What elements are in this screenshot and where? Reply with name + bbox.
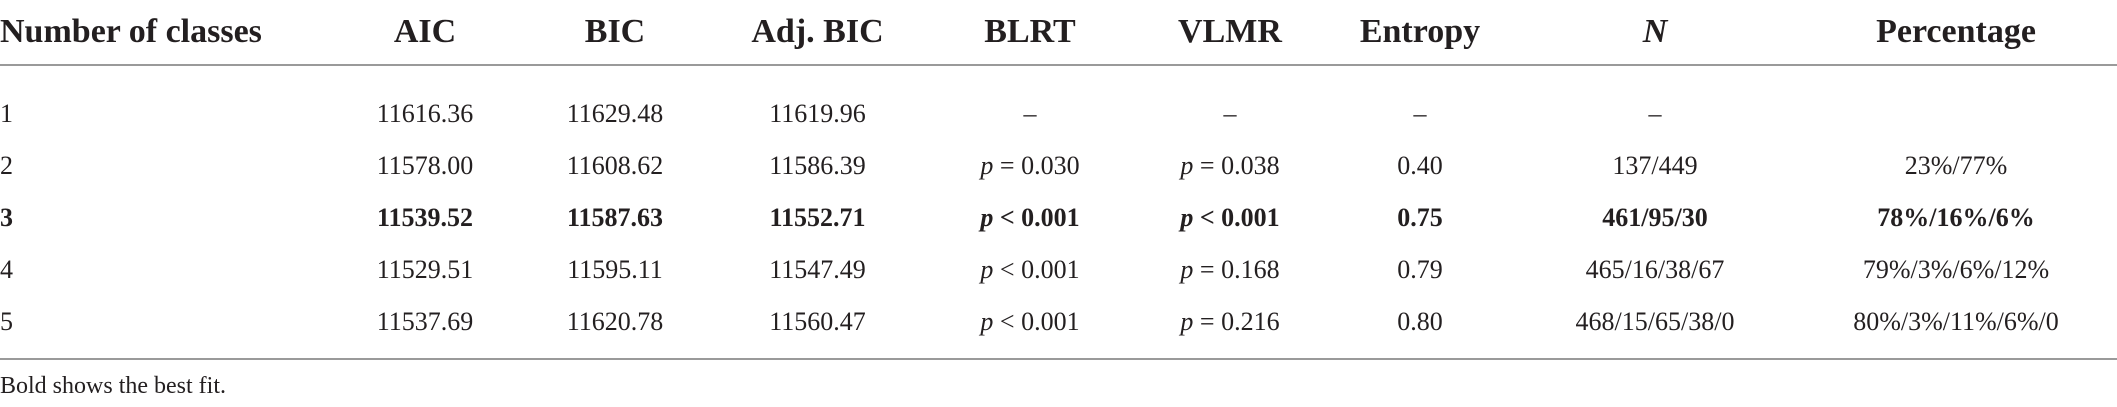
cell-number-of-classes: 3 [0, 203, 13, 232]
table-row: 4 11529.51 11595.11 11547.49 p < 0.001 p = 0.… [0, 244, 2117, 296]
cell-blrt: – [1023, 99, 1037, 128]
cell-percentage: 80%/3%/11%/6%/0 [1853, 307, 2059, 336]
cell-blrt: p < 0.001 [925, 296, 1135, 359]
cell-percentage: 23%/77% [1904, 151, 2008, 180]
table-header-row: Number of classes AIC BIC Adj. BIC BLRT VLMR E… [0, 0, 2117, 65]
cell-number-of-classes: 1 [0, 99, 13, 128]
cell-adj-bic: 11547.49 [769, 255, 866, 284]
p-value: < 0.001 [993, 203, 1080, 232]
cell-entropy: 0.80 [1397, 307, 1443, 336]
cell-number-of-classes: 2 [0, 151, 13, 180]
p-symbol: p [1180, 203, 1194, 232]
cell-aic: 11578.00 [376, 151, 474, 180]
table-body: 1 11616.36 11629.48 11619.96 – – – – 2 11578.00 11… [0, 65, 2117, 359]
cell-number-of-classes: 4 [0, 255, 13, 284]
p-value: < 0.001 [1193, 203, 1280, 232]
cell-entropy: 0.40 [1397, 151, 1443, 180]
cell-bic: 11608.62 [566, 151, 664, 180]
p-symbol: p [1180, 307, 1194, 336]
column-header-number-of-classes: Number of classes [0, 13, 262, 50]
cell-vlmr: p = 0.216 [1135, 296, 1325, 359]
p-value: < 0.001 [993, 307, 1080, 336]
p-symbol: p [980, 151, 994, 180]
p-value: < 0.001 [993, 255, 1080, 284]
cell-bic: 11595.11 [567, 255, 663, 284]
cell-bic: 11587.63 [566, 203, 664, 232]
cell-vlmr: p = 0.168 [1135, 244, 1325, 296]
cell-number-of-classes: 5 [0, 307, 13, 336]
table-row: 3 11539.52 11587.63 11552.71 p < 0.001 p < 0.… [0, 192, 2117, 244]
table-row: 5 11537.69 11620.78 11560.47 p < 0.001 p = 0.… [0, 296, 2117, 359]
cell-aic: 11616.36 [376, 99, 474, 128]
cell-aic: 11529.51 [376, 255, 474, 284]
p-symbol: p [980, 255, 994, 284]
column-header-n: N [1642, 13, 1668, 50]
column-header-aic: AIC [393, 13, 457, 50]
cell-n: 468/15/65/38/0 [1575, 307, 1735, 336]
model-fit-table: Number of classes AIC BIC Adj. BIC BLRT VLMR E… [0, 0, 2117, 359]
p-value: = 0.168 [1193, 255, 1280, 284]
column-header-blrt: BLRT [984, 13, 1076, 50]
cell-entropy: 0.75 [1397, 203, 1443, 232]
cell-n: 137/449 [1612, 151, 1698, 180]
cell-vlmr: p = 0.038 [1135, 140, 1325, 192]
cell-n: 461/95/30 [1602, 203, 1708, 232]
cell-blrt: p = 0.030 [925, 140, 1135, 192]
model-fit-table-container: Number of classes AIC BIC Adj. BIC BLRT VLMR E… [0, 0, 2117, 359]
table-row: 2 11578.00 11608.62 11586.39 p = 0.030 p = 0.… [0, 140, 2117, 192]
cell-n: – [1648, 99, 1662, 128]
cell-blrt: p < 0.001 [925, 244, 1135, 296]
cell-adj-bic: 11560.47 [769, 307, 866, 336]
cell-blrt: p < 0.001 [925, 192, 1135, 244]
p-symbol: p [980, 307, 994, 336]
cell-vlmr: p < 0.001 [1135, 192, 1325, 244]
column-header-bic: BIC [584, 13, 646, 50]
p-value: = 0.216 [1193, 307, 1280, 336]
p-symbol: p [1180, 255, 1194, 284]
cell-aic: 11539.52 [376, 203, 474, 232]
cell-entropy: 0.79 [1397, 255, 1443, 284]
cell-adj-bic: 11552.71 [769, 203, 866, 232]
column-header-percentage: Percentage [1876, 13, 2036, 50]
cell-aic: 11537.69 [376, 307, 474, 336]
cell-percentage: 79%/3%/6%/12% [1862, 255, 2050, 284]
p-value: = 0.038 [1193, 151, 1280, 180]
p-symbol: p [980, 203, 994, 232]
cell-bic: 11629.48 [566, 99, 664, 128]
table-row: 1 11616.36 11629.48 11619.96 – – – – [0, 65, 2117, 140]
p-symbol: p [1180, 151, 1194, 180]
cell-percentage [1795, 65, 2117, 140]
cell-vlmr: – [1223, 99, 1237, 128]
cell-adj-bic: 11619.96 [769, 99, 866, 128]
cell-adj-bic: 11586.39 [769, 151, 866, 180]
p-value: = 0.030 [993, 151, 1080, 180]
column-header-adj-bic: Adj. BIC [751, 13, 884, 50]
cell-percentage: 78%/16%/6% [1877, 203, 2035, 232]
column-header-entropy: Entropy [1359, 13, 1481, 50]
column-header-vlmr: VLMR [1178, 13, 1282, 50]
cell-n: 465/16/38/67 [1585, 255, 1725, 284]
cell-entropy: – [1413, 99, 1427, 128]
cell-bic: 11620.78 [566, 307, 664, 336]
table-footnote: Bold shows the best fit. [0, 373, 226, 399]
